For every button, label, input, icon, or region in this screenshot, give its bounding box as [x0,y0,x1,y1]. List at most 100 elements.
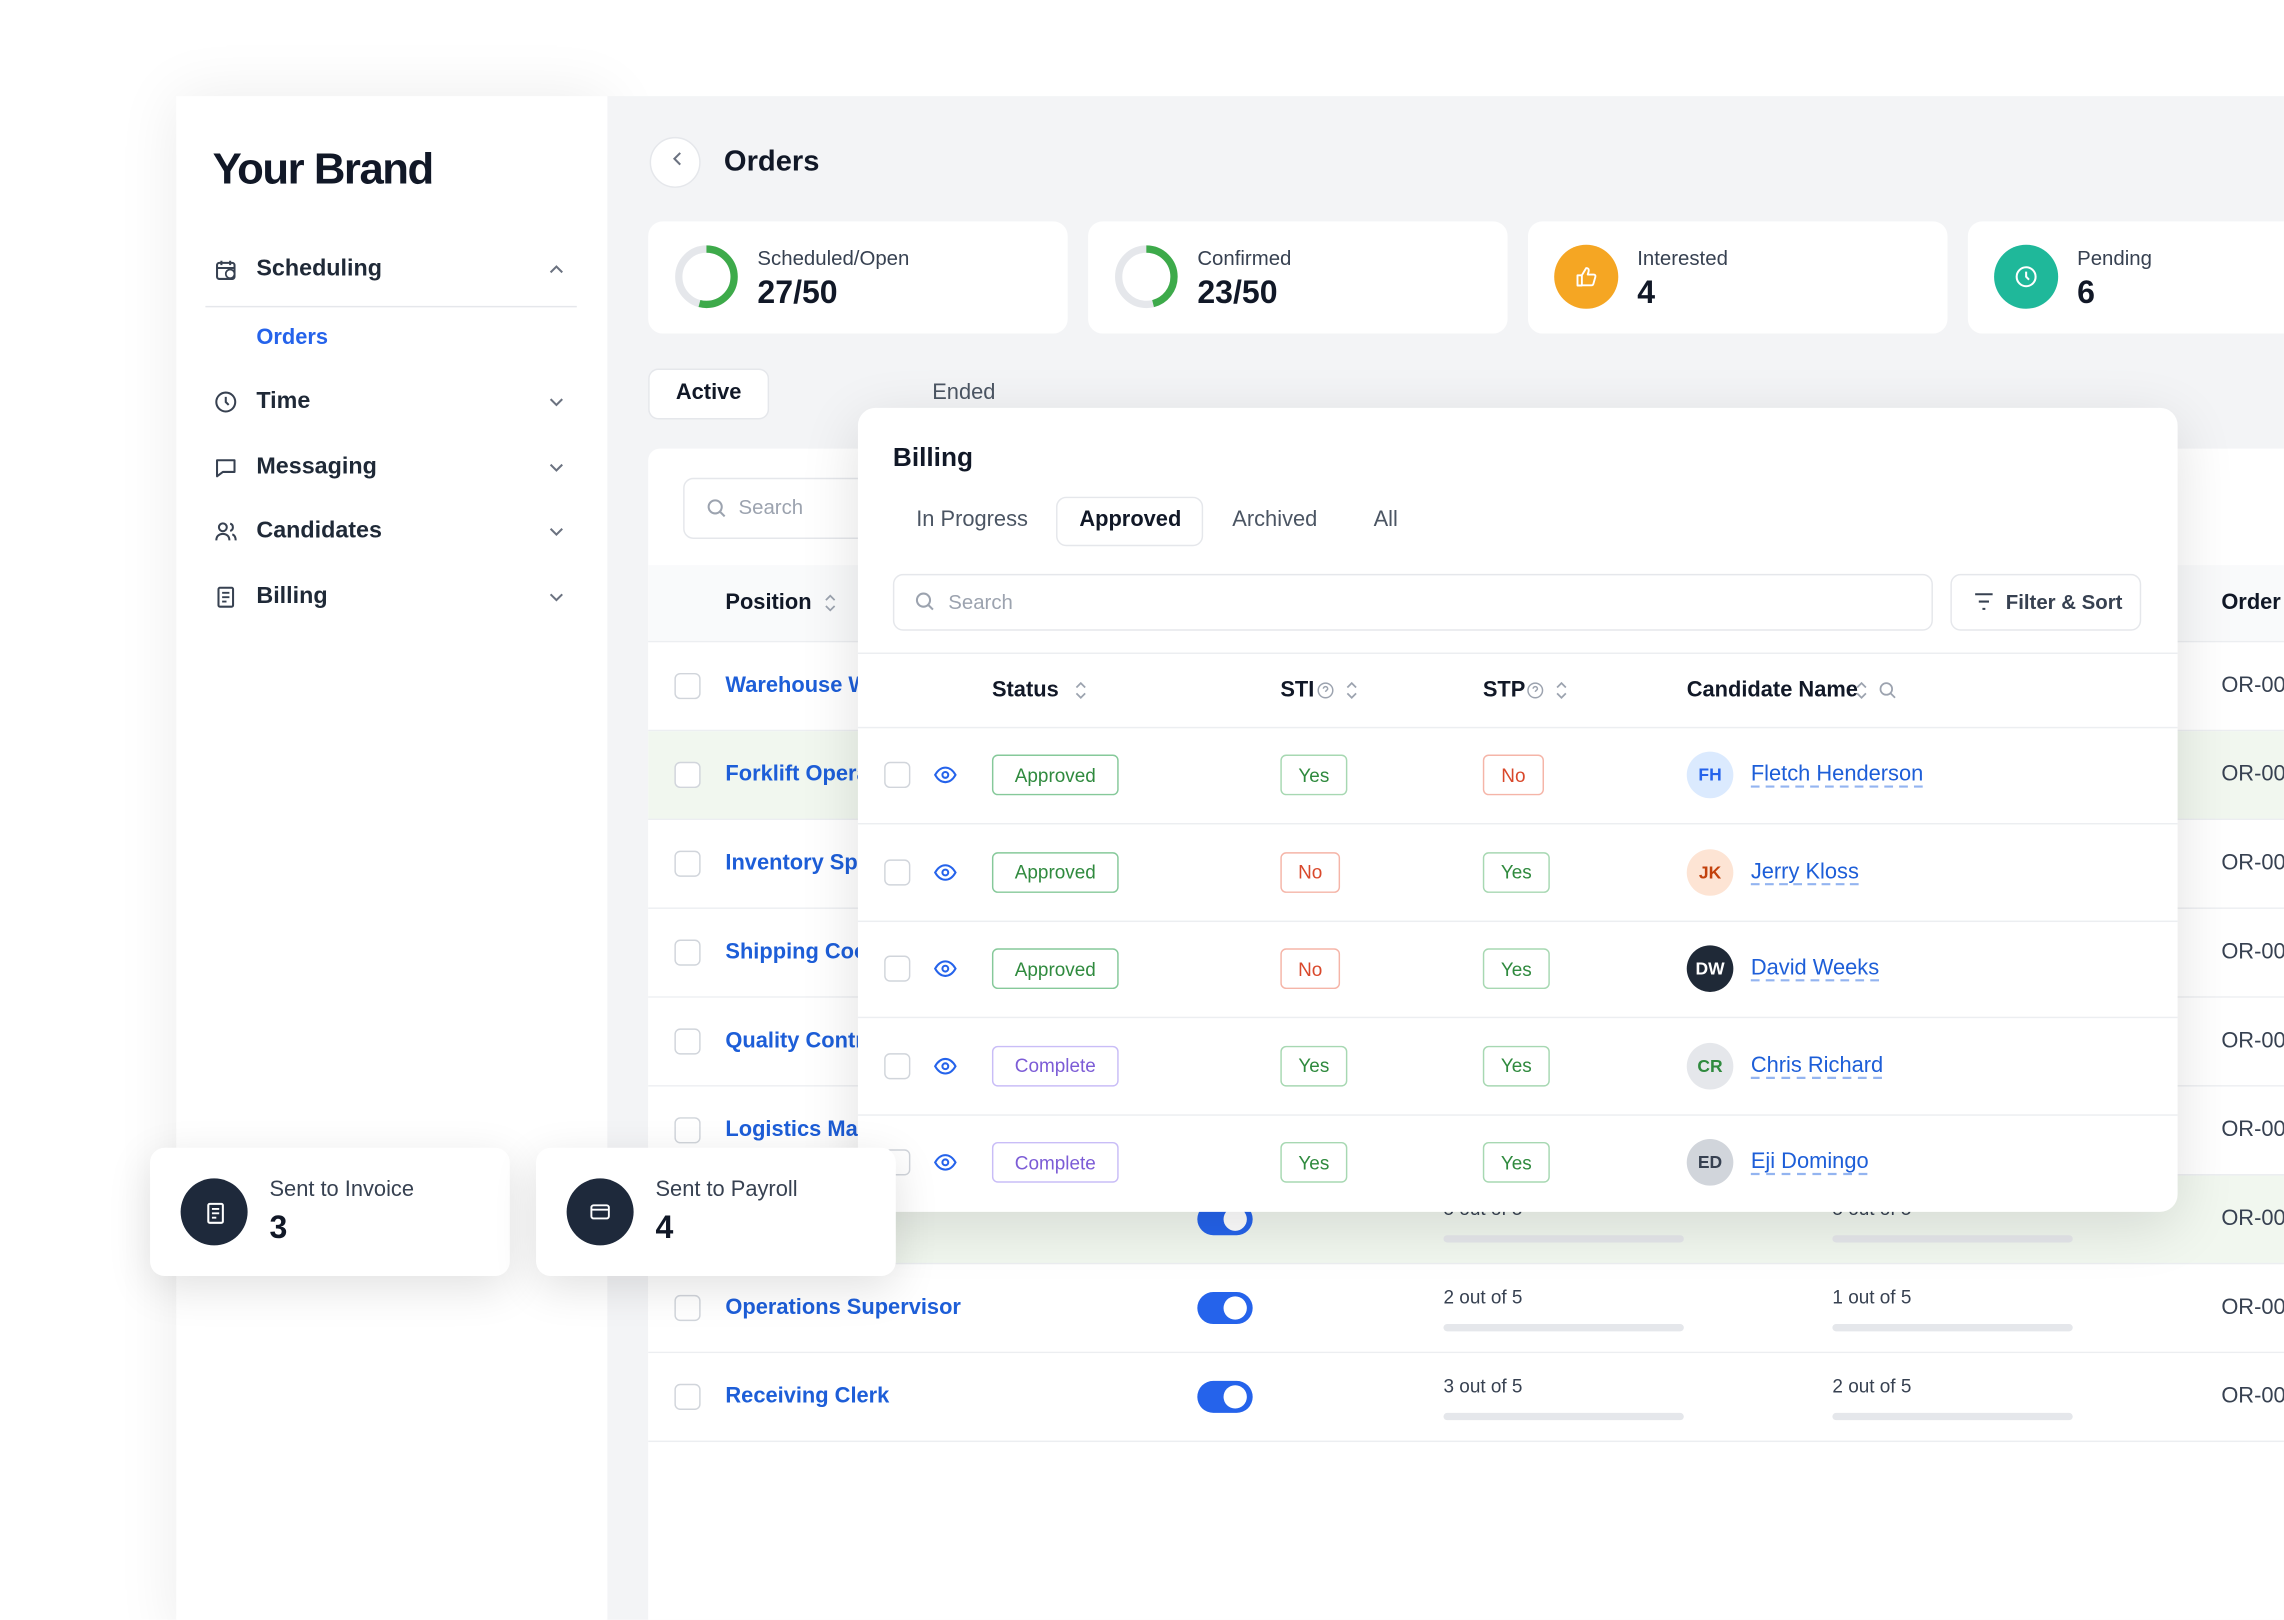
position-link[interactable]: Forklift Opera [725,761,869,787]
toggle-knob [1223,1385,1247,1409]
column-header: Candidate Name [1686,677,1858,703]
chevron [549,463,563,472]
position-link[interactable]: Receiving Clerk [725,1383,890,1409]
checkbox[interactable] [674,672,701,700]
nav-item[interactable]: Messaging [256,454,377,479]
billing-tab[interactable]: Approved [1079,506,1182,532]
back-button[interactable] [649,136,701,188]
toggle-knob [1223,1207,1247,1231]
checkbox[interactable] [884,761,911,789]
candidate-link[interactable]: Eji Domingo [1750,1149,1869,1175]
filter-button[interactable] [1950,573,2142,631]
order-id: OR-00 [2221,672,2284,698]
tab[interactable]: Ended [932,380,996,405]
progress-label: 1 out of 5 [1832,1286,1912,1309]
position-link[interactable]: Warehouse W [725,672,870,698]
checkbox[interactable] [674,761,701,789]
filter-label[interactable]: Filter & Sort [2005,589,2123,614]
row-divider [857,1113,2178,1116]
position-link[interactable]: Inventory Spe [725,850,870,876]
search-box[interactable] [683,477,888,539]
badge: Approved [991,754,1119,796]
checkbox[interactable] [674,1383,701,1410]
column-header: STP [1482,677,1526,703]
checkbox[interactable] [674,850,701,877]
avatar: FH [1686,751,1734,799]
nav-item[interactable]: Time [256,388,311,414]
help-icon [1317,682,1334,699]
candidate-link[interactable]: David Weeks [1750,955,1880,981]
chevron [672,152,681,166]
chevron [549,528,563,537]
brand: Your Brand [212,145,435,194]
search-icon [1879,682,1896,699]
stat-card [648,221,1068,334]
column-header: Position [725,589,812,615]
stat-value: 27/50 [757,273,838,311]
position-link[interactable]: Shipping Coo [725,939,868,965]
toggle-knob [1223,1296,1247,1320]
column-header: Status [991,677,1059,703]
help-icon [1527,682,1544,699]
badge: Complete [991,1045,1119,1086]
summary-label: Sent to Payroll [655,1176,798,1202]
progress-label: 2 out of 5 [1832,1375,1912,1397]
order-id: OR-00 [2221,939,2284,965]
nav-item[interactable]: Billing [256,584,328,609]
checkbox[interactable] [674,939,701,966]
badge: Approved [991,948,1119,990]
badge: Yes [1482,1045,1550,1086]
position-link[interactable]: Operations Supervisor [725,1294,961,1320]
order-id: OR-00 [2221,761,2284,787]
checkbox[interactable] [674,1294,701,1322]
nav-item[interactable]: Scheduling [256,256,382,282]
tab-active-bg [1056,496,1204,547]
billing-search[interactable] [892,573,1933,631]
search-icon [915,592,934,611]
order-id: OR-00 [2221,1117,2284,1142]
progress-track [1443,1235,1684,1243]
nav-item[interactable]: Candidates [256,519,382,544]
checkbox[interactable] [674,1117,701,1144]
progress-label: 3 out of 5 [1443,1375,1523,1397]
stat-value: 6 [2077,273,2095,311]
position-link[interactable]: Logistics Mar [725,1117,867,1142]
divider [205,305,577,308]
billing-header-row [857,652,2178,729]
avatar: JK [1686,848,1734,896]
candidate-link[interactable]: Fletch Henderson [1750,761,1924,787]
avatar: CR [1686,1042,1734,1089]
sort-icon [1346,681,1357,699]
tab[interactable]: Active [675,380,742,405]
summary-label: Sent to Invoice [269,1176,415,1202]
order-id: OR-00 [2221,1028,2284,1054]
checkbox[interactable] [674,1028,701,1055]
candidate-link[interactable]: Chris Richard [1750,1052,1884,1078]
summary-value: 4 [655,1208,674,1246]
progress-track [1832,1324,2073,1332]
badge: No [1280,851,1341,893]
summary-glyph [207,1202,224,1224]
badge: Approved [991,851,1119,893]
filter-icon [1975,593,1993,610]
stat-label: Confirmed [1197,246,1292,270]
stat-value: 4 [1637,273,1656,311]
billing-tab[interactable]: All [1373,506,1398,532]
column-header: Order [2221,589,2281,615]
position-link[interactable]: Quality Contr [725,1028,864,1054]
billing-tab[interactable]: In Progress [916,506,1028,532]
stat-label: Interested [1637,246,1728,270]
summary-glyph [590,1204,610,1220]
nav-icon [216,458,236,477]
nav-icon [215,391,237,413]
view-icon [933,1154,957,1171]
table-row [648,1353,2284,1443]
checkbox[interactable] [884,1052,911,1079]
checkbox[interactable] [884,858,911,885]
checkbox[interactable] [884,955,911,982]
billing-tab[interactable]: Archived [1232,506,1318,532]
nav-subitem[interactable]: Orders [256,324,329,350]
candidate-link[interactable]: Jerry Kloss [1750,858,1859,884]
stat-label: Pending [2077,246,2152,270]
